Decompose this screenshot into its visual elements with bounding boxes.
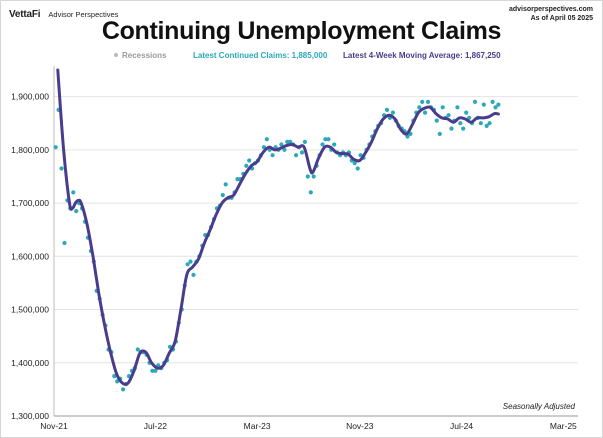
claims-point — [384, 107, 390, 112]
claims-point — [355, 166, 360, 171]
x-tick-label: Mar-23 — [244, 421, 271, 431]
claims-point — [323, 137, 328, 142]
x-tick-label: Jul-22 — [144, 421, 167, 431]
source-site: advisorperspectives.com — [508, 6, 593, 13]
claims-point — [223, 182, 228, 187]
claims-point — [420, 99, 425, 104]
claims-point — [121, 387, 126, 392]
claims-point — [308, 190, 313, 195]
claims-point — [352, 161, 357, 166]
claims-point — [235, 177, 240, 182]
x-tick-label: Nov-23 — [346, 421, 374, 431]
claims-point — [153, 368, 158, 373]
claims-point — [264, 137, 269, 142]
claims-point — [302, 139, 307, 144]
claims-point — [191, 272, 196, 277]
y-tick-label: 1,900,000 — [11, 92, 49, 102]
claims-point — [135, 347, 140, 352]
claims-point — [446, 113, 451, 118]
y-tick-label: 1,700,000 — [11, 198, 49, 208]
x-tick-label: Nov-21 — [40, 421, 68, 431]
source-info: advisorperspectives.com As of April 05 2… — [509, 6, 593, 23]
claims-point — [150, 368, 155, 373]
claims-point — [478, 121, 483, 126]
legend-latest-average: Latest 4-Week Moving Average: 1,867,250 — [343, 51, 501, 60]
claims-point — [423, 110, 428, 115]
claims-point — [332, 142, 337, 147]
claims-point — [112, 374, 117, 379]
legend-recessions-label: Recessions — [122, 51, 167, 60]
claims-point — [288, 139, 293, 144]
claims-point — [464, 110, 469, 115]
x-axis: Nov-21 Jul-22 Mar-23 Nov-23 Jul-24 Mar-25 — [40, 421, 577, 431]
claims-point — [53, 145, 58, 150]
y-tick-label: 1,600,000 — [11, 251, 49, 261]
legend-recessions: Recessions — [114, 51, 166, 60]
moving-average-line — [56, 68, 500, 386]
claims-point — [390, 110, 395, 115]
claims-point — [299, 150, 305, 155]
claims-point — [326, 137, 331, 142]
claims-point — [472, 99, 478, 104]
seasonally-adjusted-note: Seasonally Adjusted — [502, 402, 575, 411]
claims-point — [311, 174, 316, 179]
claims-point — [244, 163, 249, 168]
claims-point — [279, 142, 284, 147]
legend-latest-claims: Latest Continued Claims: 1,885,000 — [193, 51, 328, 60]
claims-point — [461, 126, 466, 131]
y-tick-label: 1,400,000 — [11, 358, 49, 368]
claims-series — [53, 99, 501, 392]
moving-average-series — [56, 68, 500, 386]
claims-point — [285, 139, 290, 144]
brand-subtitle: Advisor Perspectives — [48, 10, 119, 19]
claims-point — [71, 190, 76, 195]
claims-point — [247, 158, 252, 163]
claims-point — [185, 262, 190, 267]
claims-point — [320, 142, 325, 147]
chart-title: Continuing Unemployment Claims — [101, 17, 502, 45]
source-date: As of April 05 2025 — [530, 14, 593, 22]
claims-point — [74, 209, 79, 214]
claims-point — [455, 105, 460, 110]
x-tick-label: Jul-24 — [450, 421, 473, 431]
claims-point — [440, 105, 445, 110]
claims-point — [294, 153, 299, 158]
claims-point — [437, 131, 442, 136]
claims-point — [487, 121, 492, 126]
gridlines — [53, 66, 578, 417]
claims-point — [417, 105, 422, 110]
y-tick-label: 1,800,000 — [11, 145, 49, 155]
y-axis: 1,300,000 1,400,000 1,500,000 1,600,000 1,70… — [11, 92, 49, 421]
claims-point — [282, 147, 287, 152]
claims-point — [270, 153, 275, 158]
claims-point — [62, 240, 67, 246]
claims-point — [496, 102, 501, 107]
claims-point — [481, 102, 486, 107]
claims-point — [458, 121, 463, 126]
claims-point — [493, 105, 498, 110]
y-tick-label: 1,300,000 — [11, 411, 49, 421]
claims-point — [484, 123, 489, 128]
brand: VettaFi Advisor Perspectives — [9, 9, 118, 20]
claims-point — [220, 193, 225, 198]
x-tick-label: Mar-25 — [550, 421, 577, 431]
claims-point — [490, 99, 495, 104]
claims-point — [449, 126, 454, 131]
vettafi-logo: VettaFi — [9, 9, 41, 20]
claims-point — [188, 259, 193, 264]
chart-legend: Recessions Latest Continued Claims: 1,88… — [0, 51, 603, 63]
recessions-swatch-icon — [114, 53, 118, 57]
claims-point — [59, 166, 64, 171]
claims-point — [305, 174, 310, 179]
claims-point — [434, 118, 439, 123]
y-tick-label: 1,500,000 — [11, 305, 49, 315]
claims-point — [425, 99, 431, 104]
